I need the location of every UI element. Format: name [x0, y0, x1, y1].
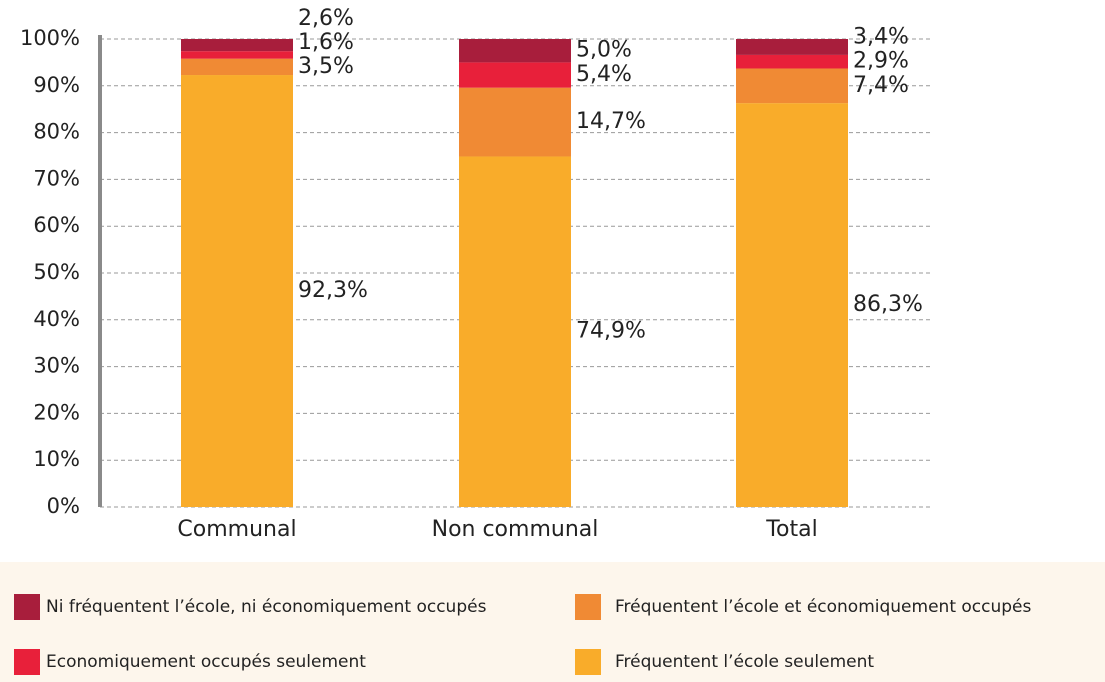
bar-segment	[181, 39, 293, 52]
bar-segment	[459, 39, 571, 63]
legend-swatch	[14, 649, 40, 675]
legend-background	[0, 562, 1105, 682]
value-label: 5,4%	[576, 62, 632, 87]
bar-segment	[181, 75, 293, 507]
bar-segment	[736, 103, 848, 507]
value-label: 7,4%	[853, 73, 909, 98]
value-label: 2,6%	[298, 6, 354, 31]
y-tick-label: 50%	[33, 260, 80, 284]
y-tick-label: 100%	[20, 26, 80, 50]
y-tick-label: 60%	[33, 213, 80, 237]
x-tick-label: Communal	[177, 517, 296, 542]
y-tick-label: 90%	[33, 73, 80, 97]
bar-segment	[459, 87, 571, 157]
y-tick-label: 10%	[33, 447, 80, 471]
bar-segment	[181, 58, 293, 76]
x-tick-label: Non communal	[432, 517, 599, 542]
legend-label: Economiquement occupés seulement	[46, 652, 366, 672]
legend-swatch	[575, 594, 601, 620]
value-label: 5,0%	[576, 38, 632, 63]
value-label: 74,9%	[576, 319, 646, 344]
bar-segment	[736, 68, 848, 104]
value-label: 3,5%	[298, 54, 354, 79]
bar-segment	[459, 62, 571, 88]
legend-label: Fréquentent l’école seulement	[615, 652, 874, 672]
value-label: 14,7%	[576, 109, 646, 134]
value-label: 92,3%	[298, 278, 368, 303]
value-label: 2,9%	[853, 49, 909, 74]
legend-swatch	[575, 649, 601, 675]
bar-segment	[736, 54, 848, 69]
bar-segment	[736, 39, 848, 55]
legend-label: Fréquentent l’école et économiquement oc…	[615, 597, 1032, 617]
y-tick-label: 30%	[33, 354, 80, 378]
bar-segment	[459, 156, 571, 507]
y-tick-label: 80%	[33, 120, 80, 144]
value-label: 86,3%	[853, 292, 923, 317]
bar-segment	[181, 51, 293, 59]
legend-swatch	[14, 594, 40, 620]
legend-label: Ni fréquentent l’école, ni économiquemen…	[46, 597, 487, 617]
x-tick-label: Total	[765, 517, 817, 542]
value-label: 3,4%	[853, 25, 909, 50]
value-label: 1,6%	[298, 30, 354, 55]
y-tick-label: 20%	[33, 400, 80, 424]
y-tick-label: 70%	[33, 166, 80, 190]
y-tick-label: 40%	[33, 307, 80, 331]
y-tick-label: 0%	[47, 494, 80, 518]
